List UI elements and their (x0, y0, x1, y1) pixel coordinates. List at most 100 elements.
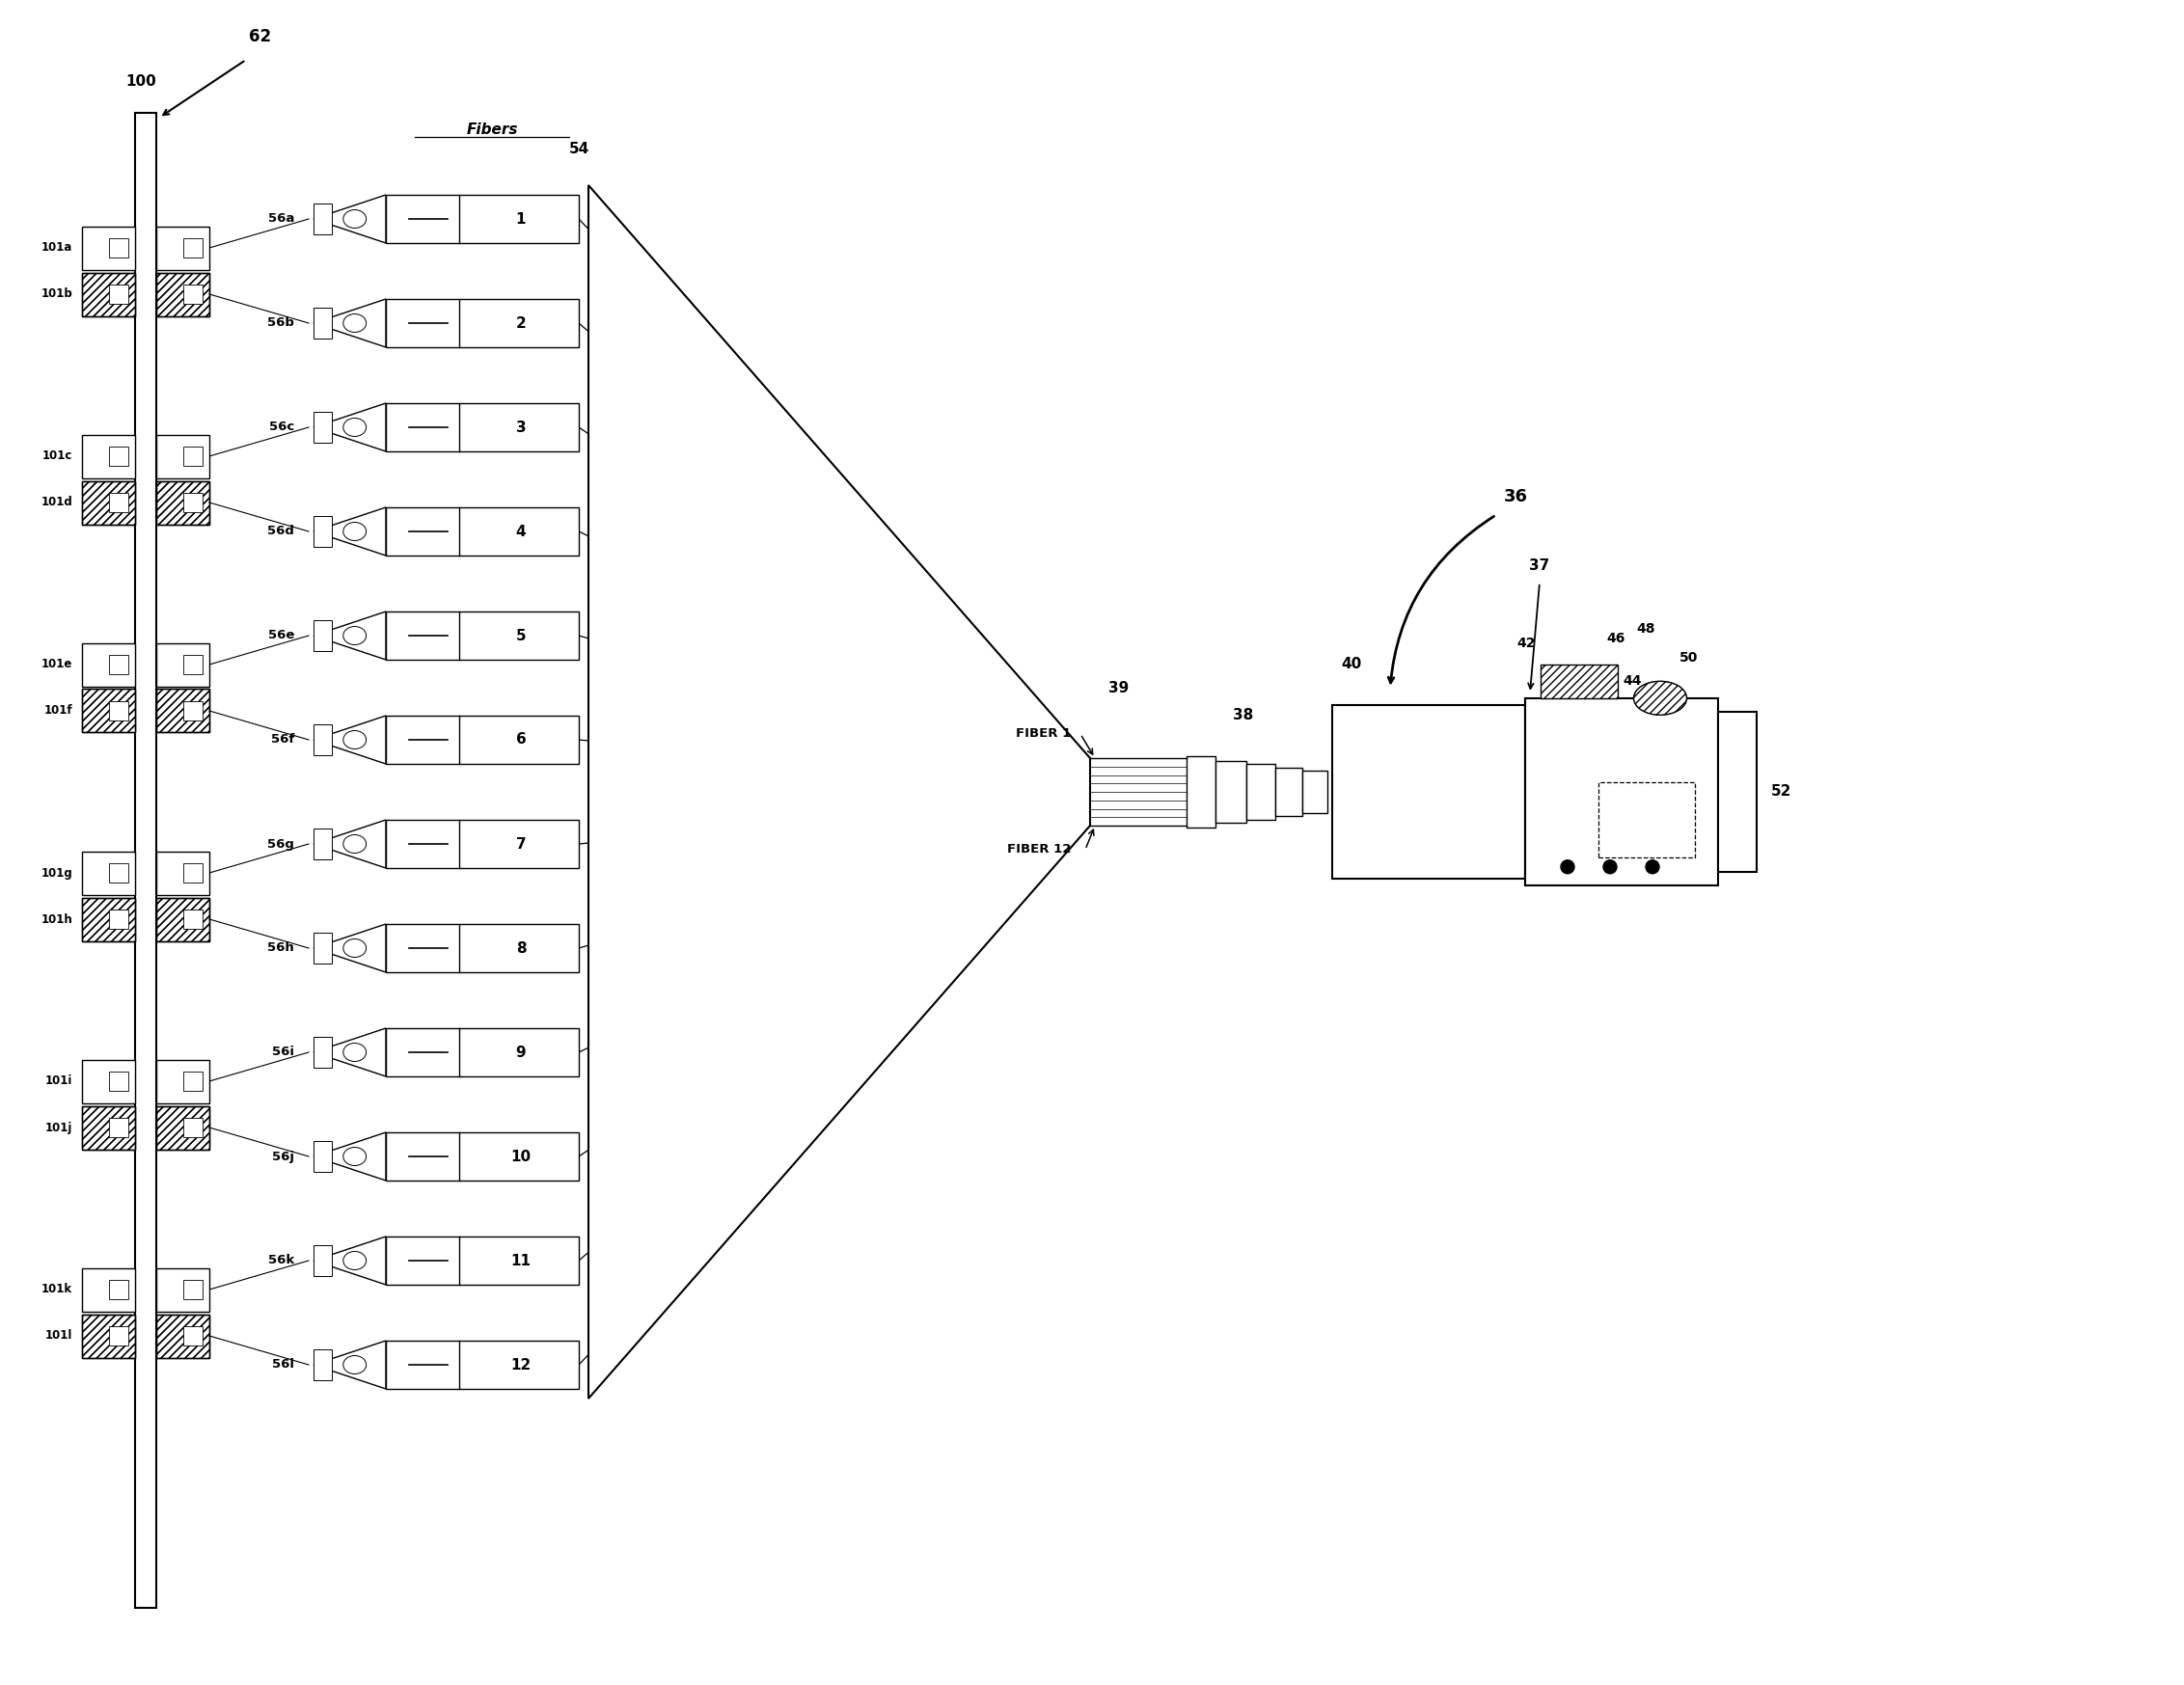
Bar (314, 411, 332, 443)
Bar (183, 910, 203, 928)
Bar (387, 1237, 579, 1284)
Text: 5: 5 (515, 629, 526, 644)
Bar (83, 898, 135, 940)
Bar (387, 1028, 579, 1077)
Ellipse shape (343, 627, 367, 645)
Bar (183, 701, 203, 721)
Bar (157, 480, 210, 524)
Polygon shape (314, 1341, 387, 1388)
Text: 48: 48 (1636, 622, 1655, 635)
Bar (387, 923, 579, 972)
Bar (157, 1105, 210, 1149)
Text: Fibers: Fibers (465, 123, 518, 136)
Bar (157, 1314, 210, 1358)
Bar (314, 829, 332, 859)
Text: 56f: 56f (271, 733, 295, 746)
Ellipse shape (343, 1356, 367, 1373)
Text: 1: 1 (515, 212, 526, 226)
Text: 56i: 56i (273, 1046, 295, 1058)
Polygon shape (314, 507, 387, 556)
Polygon shape (314, 403, 387, 452)
Bar (314, 1036, 332, 1068)
Ellipse shape (343, 1043, 367, 1062)
Polygon shape (314, 1028, 387, 1077)
Bar (83, 1314, 135, 1358)
Polygon shape (314, 1237, 387, 1284)
Bar (183, 1117, 203, 1137)
Bar (1302, 772, 1328, 812)
Bar (157, 273, 210, 315)
Text: 101i: 101i (46, 1075, 72, 1087)
Circle shape (1603, 859, 1616, 873)
Bar (83, 273, 135, 315)
Bar (183, 1326, 203, 1345)
Bar (157, 480, 210, 524)
Text: 100: 100 (124, 74, 155, 89)
Bar (109, 1279, 129, 1299)
Text: 101b: 101b (41, 288, 72, 300)
Bar (183, 1072, 203, 1090)
Bar (157, 689, 210, 733)
Bar (109, 1326, 129, 1345)
Bar (83, 1314, 135, 1358)
Bar (109, 701, 129, 721)
Bar (109, 1117, 129, 1137)
Ellipse shape (343, 209, 367, 227)
Bar (314, 1141, 332, 1173)
Bar (135, 113, 157, 1607)
Polygon shape (314, 612, 387, 661)
Bar (157, 1105, 210, 1149)
Text: 7: 7 (515, 837, 526, 851)
Text: 39: 39 (1109, 681, 1129, 696)
Bar (157, 273, 210, 315)
Bar (157, 689, 210, 733)
Bar (157, 1060, 210, 1104)
Text: 50: 50 (1679, 650, 1699, 664)
Bar (157, 273, 210, 315)
Polygon shape (314, 195, 387, 243)
Bar (1216, 762, 1247, 822)
Text: 101d: 101d (41, 497, 72, 509)
Bar (183, 285, 203, 303)
Ellipse shape (343, 1252, 367, 1270)
Bar (157, 898, 210, 940)
Bar (157, 1267, 210, 1311)
Text: 44: 44 (1623, 674, 1642, 687)
Bar (109, 492, 129, 512)
Bar (157, 898, 210, 940)
Text: 12: 12 (511, 1358, 531, 1372)
Text: 101g: 101g (41, 866, 72, 880)
Bar (314, 932, 332, 964)
Bar (83, 898, 135, 940)
Ellipse shape (343, 522, 367, 541)
Text: 9: 9 (515, 1045, 526, 1060)
Text: 42: 42 (1518, 637, 1535, 650)
Text: 101e: 101e (41, 659, 72, 671)
Bar (314, 1245, 332, 1276)
Bar (83, 644, 135, 686)
Text: 101l: 101l (46, 1329, 72, 1343)
Text: 46: 46 (1607, 632, 1625, 645)
Text: 38: 38 (1232, 708, 1254, 723)
Bar (157, 851, 210, 895)
Bar (109, 654, 129, 674)
Bar (1332, 704, 1524, 878)
Text: 101c: 101c (41, 450, 72, 462)
Bar (387, 298, 579, 347)
Bar (183, 654, 203, 674)
Bar (314, 1350, 332, 1380)
Bar (1275, 768, 1302, 816)
Polygon shape (314, 1132, 387, 1181)
Bar (109, 238, 129, 258)
Text: 8: 8 (515, 940, 526, 955)
Bar (109, 910, 129, 928)
Bar (1599, 782, 1695, 858)
Bar (1247, 765, 1275, 819)
Bar (109, 863, 129, 883)
Text: 56k: 56k (269, 1254, 295, 1267)
Text: FIBER 1: FIBER 1 (1016, 728, 1070, 740)
Text: 40: 40 (1341, 657, 1363, 671)
Text: 101h: 101h (41, 913, 72, 925)
Text: 11: 11 (511, 1254, 531, 1267)
Text: 56a: 56a (269, 212, 295, 226)
